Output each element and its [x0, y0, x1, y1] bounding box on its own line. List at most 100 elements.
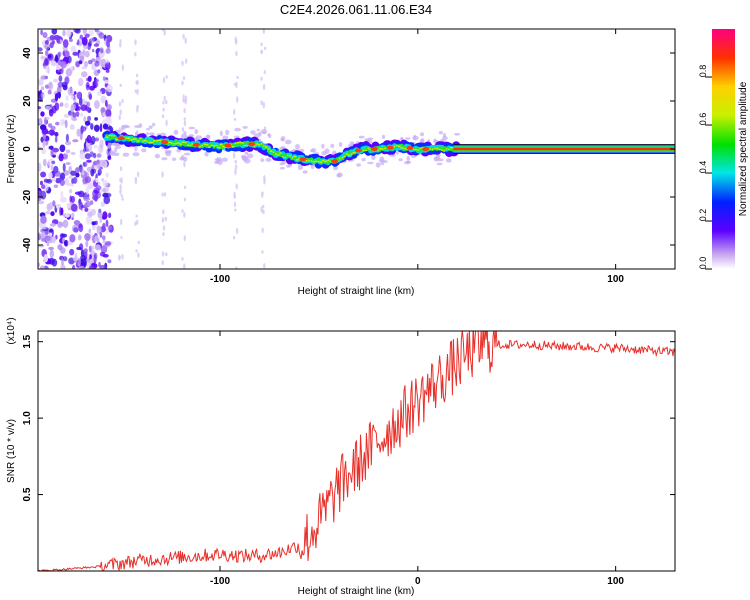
spectrogram-panel: -100 100 -40 -20 0 20 40 Height of straight li…	[6, 28, 676, 297]
noise-speckle	[64, 76, 70, 85]
ridge-blob	[419, 147, 422, 149]
ridge-halo	[279, 162, 285, 166]
noise-speckle	[70, 151, 76, 155]
noise-speckle	[64, 102, 69, 109]
ridge-blob	[339, 157, 341, 160]
ridge-blob	[352, 151, 356, 154]
snr-content	[38, 331, 675, 571]
snr-line	[38, 331, 675, 571]
noise-speckle	[60, 263, 65, 269]
noise-speckle	[93, 254, 97, 264]
faint-streak	[234, 168, 237, 176]
faint-streak	[232, 152, 236, 159]
noise-speckle	[67, 242, 74, 246]
ridge-blob	[189, 144, 192, 147]
ridge-blob	[381, 148, 384, 150]
ridge-halo	[310, 164, 315, 170]
faint-streak	[162, 225, 166, 231]
faint-streak	[118, 115, 121, 120]
y-tick-label: 1.0	[22, 411, 33, 425]
noise-speckle	[48, 229, 54, 233]
noise-speckle	[57, 39, 61, 44]
ridge-blob	[414, 148, 417, 151]
faint-streak	[234, 36, 237, 43]
faint-streak	[163, 95, 166, 102]
noise-speckle	[57, 81, 64, 88]
ridge-blob	[276, 154, 280, 156]
faint-streak	[136, 106, 139, 113]
snr-axes: -100 0 100 0.5 1.0 1.5	[22, 331, 675, 587]
ridge-halo	[234, 135, 240, 139]
ridge-blob	[205, 143, 209, 146]
ridge-blob	[111, 134, 113, 137]
noise-speckle	[99, 264, 106, 269]
noise-speckle	[100, 107, 106, 114]
ridge-halo	[379, 156, 385, 162]
noise-speckle	[73, 220, 81, 226]
ridge-halo	[222, 135, 229, 141]
noise-speckle	[65, 141, 72, 146]
noise-speckle	[49, 249, 54, 259]
faint-streak	[236, 96, 239, 103]
faint-streak	[263, 70, 266, 74]
noise-speckle	[40, 86, 45, 91]
noise-speckle	[99, 139, 104, 149]
faint-streak	[165, 252, 168, 257]
noise-speckle	[59, 196, 67, 203]
ridge-halo	[398, 158, 404, 162]
ridge-halo	[400, 136, 404, 141]
ridge-blob	[141, 140, 144, 143]
noise-speckle	[65, 149, 71, 154]
ridge-blob	[146, 141, 149, 143]
ridge-halo	[145, 132, 150, 136]
ridge-halo	[436, 162, 443, 166]
noise-speckle	[90, 123, 94, 130]
faint-streak	[135, 249, 138, 253]
noise-speckle	[38, 200, 45, 205]
noise-speckle	[87, 115, 92, 122]
ridge-halo	[406, 156, 411, 161]
spectrogram-content	[38, 29, 675, 269]
ridge-blob	[115, 138, 119, 141]
noise-speckle	[44, 235, 52, 242]
ridge-blob	[438, 148, 441, 151]
noise-speckle	[47, 123, 53, 128]
faint-streak	[161, 260, 164, 266]
ridge-halo	[381, 134, 386, 139]
ridge-blob	[341, 157, 344, 159]
ridge-halo	[122, 152, 130, 157]
snr-x-label: Height of straight line (km)	[298, 586, 415, 597]
noise-speckle	[105, 109, 111, 117]
ridge-halo	[244, 151, 249, 155]
noise-speckle	[49, 223, 56, 227]
noise-speckle	[64, 177, 69, 186]
noise-speckle	[62, 163, 66, 172]
noise-speckle	[39, 180, 44, 186]
noise-speckle	[84, 153, 91, 160]
faint-streak	[135, 214, 138, 218]
noise-speckle	[43, 57, 50, 67]
ridge-blob	[155, 140, 159, 142]
ridge-blob	[343, 155, 346, 158]
ridge-halo	[371, 155, 376, 161]
faint-streak	[182, 76, 186, 80]
colorbar-tick-label: 0.6	[698, 113, 708, 126]
ridge-blob	[397, 145, 401, 148]
noise-speckle	[107, 259, 112, 264]
noise-speckle	[84, 176, 92, 184]
ridge-halo	[349, 141, 355, 145]
noise-speckle	[59, 102, 64, 107]
noise-speckle	[84, 50, 90, 58]
ridge-blob	[176, 142, 181, 144]
ridge-hotspot	[224, 143, 232, 148]
faint-streak	[233, 201, 237, 208]
colorbar-tick-label: 0.2	[698, 209, 708, 222]
ridge-blob	[445, 148, 448, 150]
ridge-blob	[348, 154, 351, 157]
noise-speckle	[53, 34, 61, 40]
ridge-halo	[109, 150, 115, 155]
faint-streak	[165, 100, 168, 105]
faint-streak	[162, 107, 165, 112]
ridge-blob	[207, 146, 211, 148]
colorbar-tick-label: 0.4	[698, 161, 708, 174]
